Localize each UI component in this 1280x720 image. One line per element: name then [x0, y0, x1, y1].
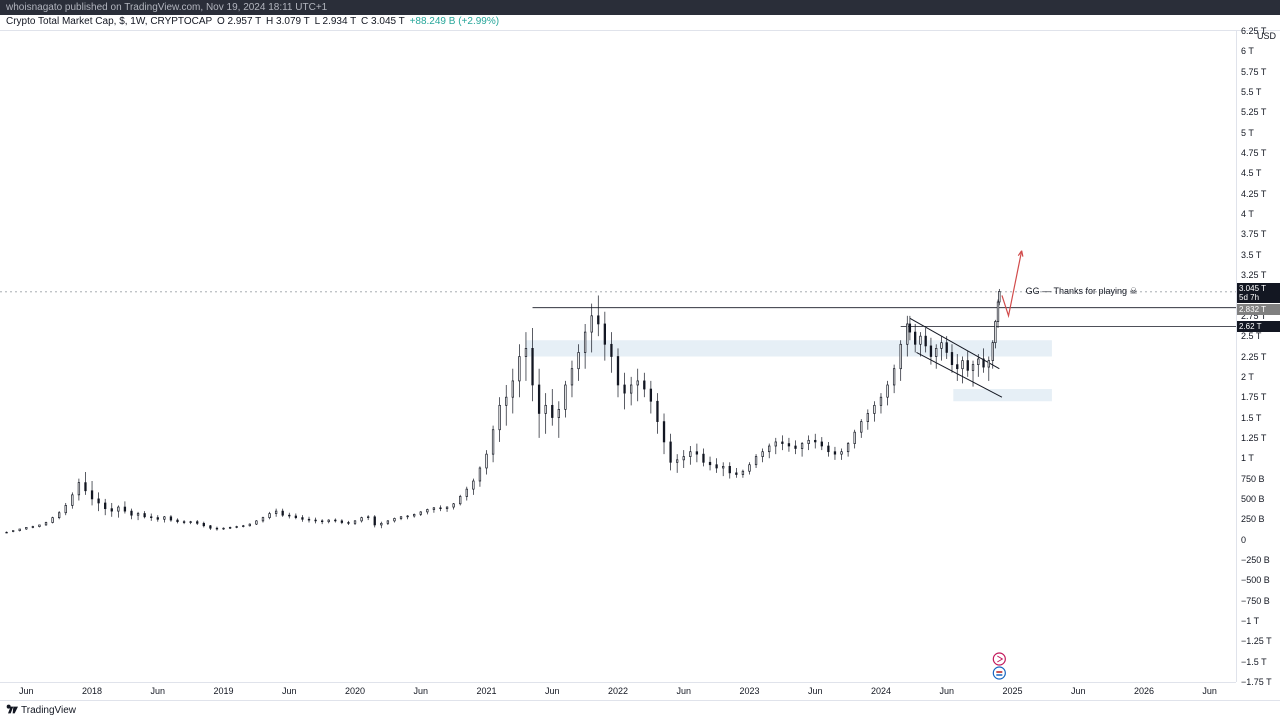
- x-tick-label: Jun: [1071, 686, 1086, 696]
- y-tick-label: 250 B: [1241, 514, 1265, 524]
- y-tick-label: 1.25 T: [1241, 433, 1266, 443]
- y-tick-label: 5.5 T: [1241, 87, 1261, 97]
- y-tick-label: 5.25 T: [1241, 107, 1266, 117]
- x-tick-label: 2021: [476, 686, 496, 696]
- chart-area[interactable]: USD 6.25 T6 T5.75 T5.5 T5.25 T5 T4.75 T4…: [0, 31, 1280, 700]
- x-axis[interactable]: Jun 2018 Jun 2019 Jun 2020 Jun 2021 Jun 2022 Jun 20…: [0, 682, 1236, 700]
- tv-icon: [6, 704, 18, 716]
- y-tick-label: 1.5 T: [1241, 413, 1261, 423]
- y-tick-label: 1 T: [1241, 453, 1254, 463]
- y-tick-label: 2.5 T: [1241, 331, 1261, 341]
- y-tick-label: −1.25 T: [1241, 636, 1272, 646]
- x-tick-label: Jun: [676, 686, 691, 696]
- y-tick-label: −500 B: [1241, 575, 1270, 585]
- y-tick-label: 4.5 T: [1241, 168, 1261, 178]
- x-tick-label: 2023: [739, 686, 759, 696]
- y-tick-label: 2.25 T: [1241, 352, 1266, 362]
- y-tick-label: 2 T: [1241, 372, 1254, 382]
- y-tick-label: 4.75 T: [1241, 148, 1266, 158]
- price-tag: 2.832 T: [1237, 304, 1280, 315]
- y-tick-label: 6 T: [1241, 46, 1254, 56]
- x-tick-label: Jun: [808, 686, 823, 696]
- x-tick-label: Jun: [939, 686, 954, 696]
- x-tick-label: Jun: [545, 686, 560, 696]
- y-tick-label: −1.5 T: [1241, 657, 1267, 667]
- y-tick-label: 5.75 T: [1241, 67, 1266, 77]
- x-tick-label: 2024: [871, 686, 891, 696]
- symbol-name: Crypto Total Market Cap, $, 1W, CRYPTOCA…: [6, 16, 212, 27]
- y-tick-label: 6.25 T: [1241, 26, 1266, 36]
- x-tick-label: Jun: [19, 686, 34, 696]
- price-tag: 3.045 T5d 7h: [1237, 283, 1280, 303]
- publish-bar: whoisnagato published on TradingView.com…: [0, 0, 1280, 15]
- price-chart[interactable]: [0, 31, 1236, 682]
- symbol-info: Crypto Total Market Cap, $, 1W, CRYPTOCA…: [0, 15, 1280, 31]
- publish-text: whoisnagato published on TradingView.com…: [6, 2, 327, 13]
- x-tick-label: Jun: [1202, 686, 1217, 696]
- ohlc-l: L 2.934 T: [315, 16, 357, 27]
- y-tick-label: −1.75 T: [1241, 677, 1272, 687]
- price-tag: 2.62 T: [1237, 321, 1280, 332]
- y-tick-label: 0: [1241, 535, 1246, 545]
- y-tick-label: 500 B: [1241, 494, 1265, 504]
- x-tick-label: 2020: [345, 686, 365, 696]
- y-tick-label: −1 T: [1241, 616, 1259, 626]
- x-tick-label: Jun: [282, 686, 297, 696]
- tradingview-logo: TradingView: [6, 704, 76, 716]
- chart-annotation: GG — Thanks for playing ☠: [1026, 286, 1138, 297]
- ohlc-c: C 3.045 T: [361, 16, 405, 27]
- brand-text: TradingView: [21, 705, 76, 716]
- y-tick-label: −750 B: [1241, 596, 1270, 606]
- ohlc-o: O 2.957 T: [217, 16, 261, 27]
- x-tick-label: 2026: [1134, 686, 1154, 696]
- y-tick-label: 1.75 T: [1241, 392, 1266, 402]
- y-tick-label: 3.5 T: [1241, 250, 1261, 260]
- y-axis[interactable]: USD 6.25 T6 T5.75 T5.5 T5.25 T5 T4.75 T4…: [1236, 31, 1280, 682]
- y-tick-label: 5 T: [1241, 128, 1254, 138]
- x-tick-label: 2019: [214, 686, 234, 696]
- ohlc-h: H 3.079 T: [266, 16, 310, 27]
- y-tick-label: 750 B: [1241, 474, 1265, 484]
- y-tick-label: 4 T: [1241, 209, 1254, 219]
- x-tick-label: 2025: [1002, 686, 1022, 696]
- x-tick-label: 2022: [608, 686, 628, 696]
- x-tick-label: Jun: [151, 686, 166, 696]
- x-tick-label: Jun: [414, 686, 429, 696]
- y-tick-label: −250 B: [1241, 555, 1270, 565]
- y-tick-label: 3.25 T: [1241, 270, 1266, 280]
- ohlc-change: +88.249 B (+2.99%): [410, 16, 500, 27]
- footer: TradingView: [0, 700, 1280, 720]
- x-tick-label: 2018: [82, 686, 102, 696]
- y-tick-label: 3.75 T: [1241, 229, 1266, 239]
- y-tick-label: 4.25 T: [1241, 189, 1266, 199]
